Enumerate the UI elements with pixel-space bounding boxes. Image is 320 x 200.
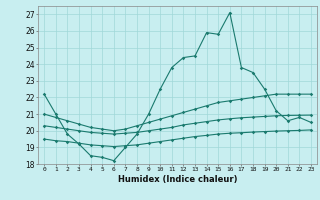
X-axis label: Humidex (Indice chaleur): Humidex (Indice chaleur) — [118, 175, 237, 184]
